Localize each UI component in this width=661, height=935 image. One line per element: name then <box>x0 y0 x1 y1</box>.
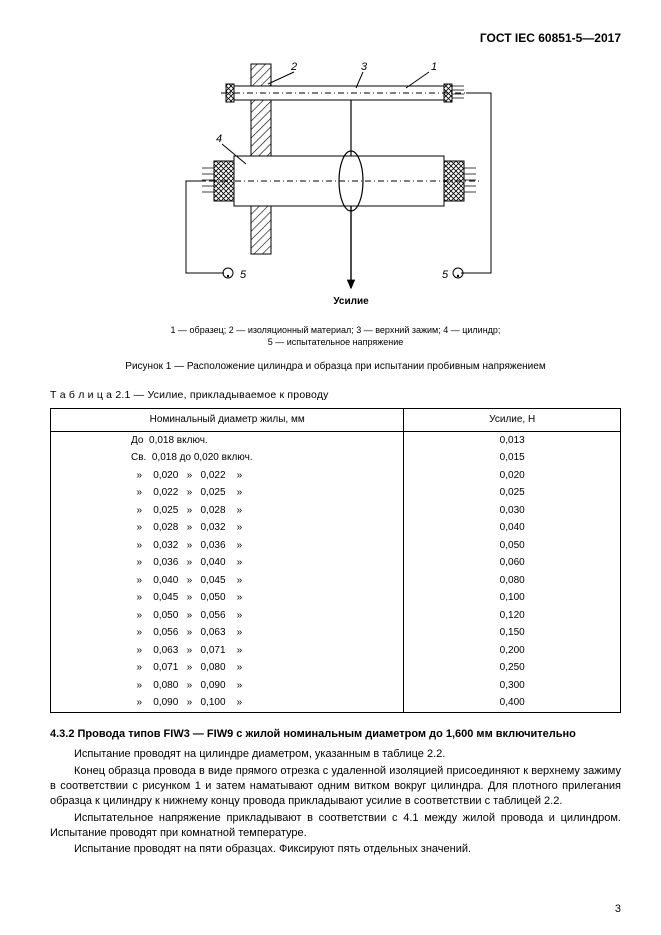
cell-diameter: » 0,020 » 0,022 » <box>51 467 404 485</box>
col-header-force: Усилие, Н <box>404 409 621 432</box>
cell-force: 0,020 <box>404 467 621 485</box>
table-row: » 0,025 » 0,028 »0,030 <box>51 502 621 520</box>
cell-diameter: » 0,045 » 0,050 » <box>51 589 404 607</box>
page-number: 3 <box>615 902 621 917</box>
table-row: » 0,063 » 0,071 »0,200 <box>51 642 621 660</box>
body-paragraph: Испытание проводят на цилиндре диаметром… <box>50 747 621 762</box>
table-row: » 0,020 » 0,022 »0,020 <box>51 467 621 485</box>
cell-force: 0,100 <box>404 589 621 607</box>
figure-caption: Рисунок 1 — Расположение цилиндра и обра… <box>50 360 621 374</box>
callout-3: 3 <box>361 61 368 73</box>
table-title: Т а б л и ц а 2.1 — Усилие, прикладываем… <box>50 388 621 402</box>
table-row: » 0,071 » 0,080 »0,250 <box>51 659 621 677</box>
cell-force: 0,250 <box>404 659 621 677</box>
cell-diameter: » 0,080 » 0,090 » <box>51 677 404 695</box>
table-row: » 0,028 » 0,032 »0,040 <box>51 519 621 537</box>
cell-force: 0,080 <box>404 572 621 590</box>
section-heading: 4.3.2 Провода типов FIW3 — FIW9 с жилой … <box>50 727 621 742</box>
cell-diameter: » 0,022 » 0,025 » <box>51 484 404 502</box>
document-number: ГОСТ IEC 60851-5—2017 <box>50 30 621 46</box>
table-row: » 0,056 » 0,063 »0,150 <box>51 624 621 642</box>
cell-diameter: Св. 0,018 до 0,020 включ. <box>51 449 404 467</box>
table-header-row: Номинальный диаметр жилы, мм Усилие, Н <box>51 409 621 432</box>
table-row: » 0,040 » 0,045 »0,080 <box>51 572 621 590</box>
callout-1: 1 <box>431 61 437 73</box>
body-paragraph: Испытание проводят на пяти образцах. Фик… <box>50 842 621 857</box>
table-row: » 0,080 » 0,090 »0,300 <box>51 677 621 695</box>
cell-diameter: » 0,032 » 0,036 » <box>51 537 404 555</box>
col-header-diameter: Номинальный диаметр жилы, мм <box>51 409 404 432</box>
legend-line-1: 1 — образец; 2 — изоляционный материал; … <box>171 325 501 335</box>
cell-diameter: » 0,056 » 0,063 » <box>51 624 404 642</box>
cell-diameter: » 0,036 » 0,040 » <box>51 554 404 572</box>
figure-1: 1 2 3 4 5 5 Усилие 1 — образец; 2 — изол… <box>50 56 621 348</box>
table-row: » 0,090 » 0,100 »0,400 <box>51 694 621 712</box>
callout-4: 4 <box>216 133 222 145</box>
table-row: Св. 0,018 до 0,020 включ.0,015 <box>51 449 621 467</box>
force-table: Номинальный диаметр жилы, мм Усилие, Н Д… <box>50 408 621 713</box>
cell-force: 0,030 <box>404 502 621 520</box>
cell-force: 0,400 <box>404 694 621 712</box>
page: ГОСТ IEC 60851-5—2017 <box>0 0 661 935</box>
callout-5a: 5 <box>240 269 247 281</box>
table-row: » 0,050 » 0,056 »0,120 <box>51 607 621 625</box>
cell-diameter: » 0,040 » 0,045 » <box>51 572 404 590</box>
cell-force: 0,060 <box>404 554 621 572</box>
force-label: Усилие <box>333 296 369 307</box>
cell-force: 0,200 <box>404 642 621 660</box>
cell-diameter: » 0,071 » 0,080 » <box>51 659 404 677</box>
cell-diameter: » 0,050 » 0,056 » <box>51 607 404 625</box>
figure-diagram: 1 2 3 4 5 5 Усилие <box>146 56 526 316</box>
cell-force: 0,040 <box>404 519 621 537</box>
table-row: » 0,022 » 0,025 »0,025 <box>51 484 621 502</box>
table-row: » 0,032 » 0,036 »0,050 <box>51 537 621 555</box>
table-row: До 0,018 включ.0,013 <box>51 431 621 449</box>
cell-diameter: » 0,090 » 0,100 » <box>51 694 404 712</box>
table-row: » 0,045 » 0,050 »0,100 <box>51 589 621 607</box>
cell-force: 0,300 <box>404 677 621 695</box>
legend-line-2: 5 — испытательное напряжение <box>268 337 404 347</box>
cell-force: 0,013 <box>404 431 621 449</box>
cell-force: 0,050 <box>404 537 621 555</box>
body-paragraph: Конец образца провода в виде прямого отр… <box>50 764 621 809</box>
cell-diameter: » 0,063 » 0,071 » <box>51 642 404 660</box>
cell-force: 0,025 <box>404 484 621 502</box>
table-row: » 0,036 » 0,040 »0,060 <box>51 554 621 572</box>
figure-legend: 1 — образец; 2 — изоляционный материал; … <box>50 325 621 348</box>
cell-diameter: » 0,028 » 0,032 » <box>51 519 404 537</box>
cell-force: 0,150 <box>404 624 621 642</box>
body-paragraph: Испытательное напряжение прикладывают в … <box>50 811 621 841</box>
cell-diameter: » 0,025 » 0,028 » <box>51 502 404 520</box>
callout-2: 2 <box>290 61 297 73</box>
cell-force: 0,120 <box>404 607 621 625</box>
callout-5b: 5 <box>442 269 449 281</box>
cell-diameter: До 0,018 включ. <box>51 431 404 449</box>
cell-force: 0,015 <box>404 449 621 467</box>
